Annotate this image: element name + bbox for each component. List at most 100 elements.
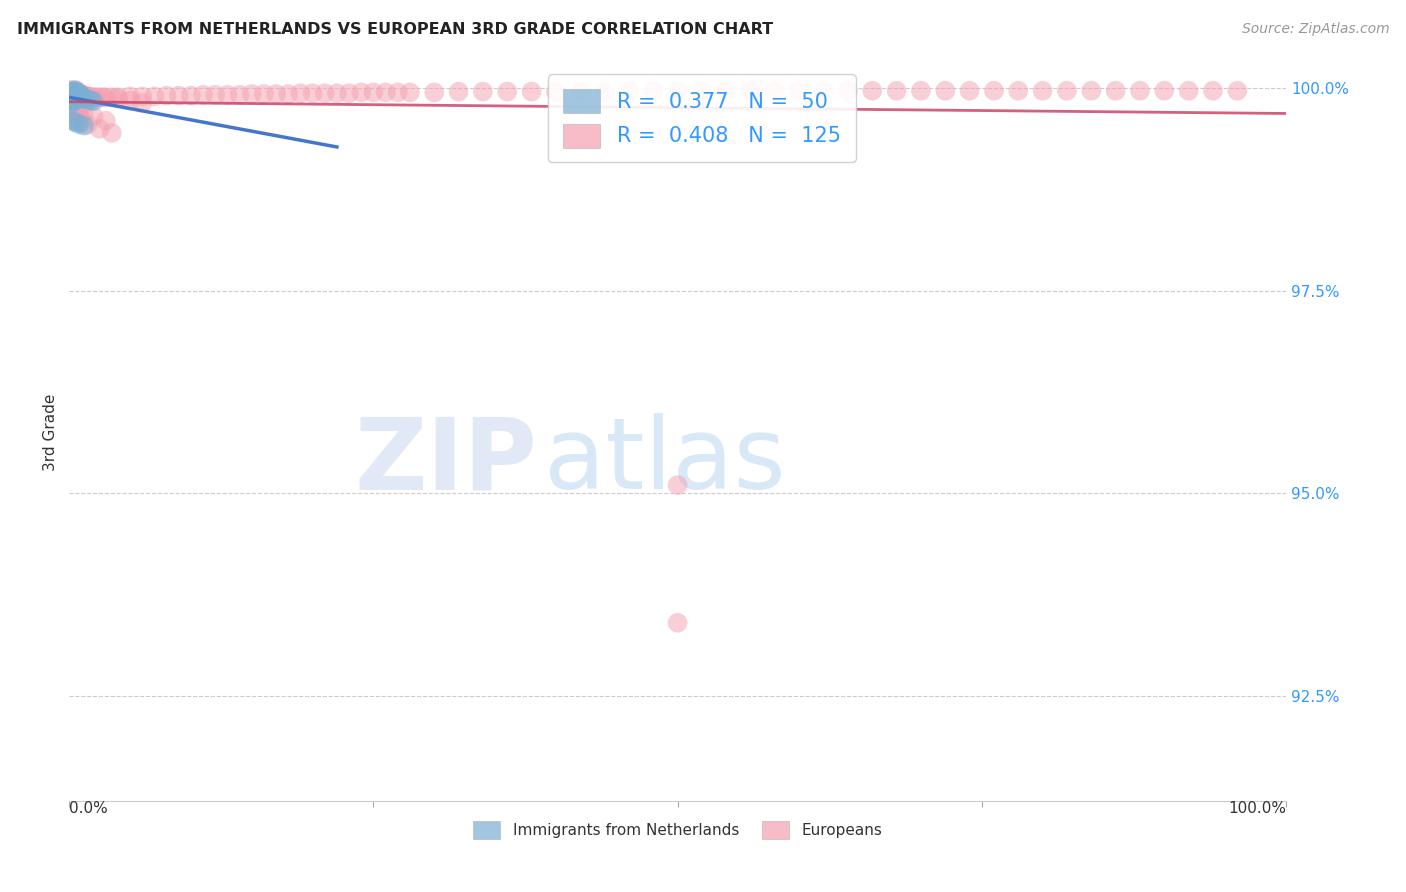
Point (77, 89, 100, 103)
Point (65, 90, 87, 104)
Point (65, 84, 87, 98)
Point (76, 118, 98, 132)
Point (65, 86, 87, 100)
Point (66, 91, 89, 105)
Point (91, 90, 114, 104)
Point (593, 85, 616, 99)
Point (423, 86, 446, 100)
Point (83, 95, 105, 109)
Point (666, 84, 689, 98)
Point (66, 86, 89, 100)
Point (67, 86, 90, 100)
Point (120, 94, 142, 108)
Point (65, 83, 87, 97)
Point (66, 89, 89, 103)
Point (763, 84, 786, 98)
Point (94, 113, 117, 128)
Point (70, 91, 93, 105)
Point (204, 87, 226, 102)
Point (65, 92, 87, 106)
Point (107, 91, 129, 105)
Point (337, 86, 360, 100)
Point (716, 84, 738, 98)
Point (120, 89, 142, 103)
Point (277, 87, 299, 101)
Point (143, 89, 166, 103)
Point (1153, 84, 1175, 98)
Point (62, 84, 84, 98)
Point (62, 88, 84, 103)
Point (1129, 84, 1152, 98)
Point (447, 85, 470, 99)
Point (167, 88, 190, 103)
Point (65, 85, 87, 99)
Point (63, 85, 86, 99)
Point (837, 84, 859, 98)
Point (228, 87, 250, 102)
Point (65, 88, 87, 103)
Point (1104, 84, 1126, 98)
Point (643, 84, 665, 98)
Point (65, 103, 87, 117)
Point (65, 87, 87, 102)
Point (73, 92, 96, 106)
Point (787, 84, 810, 98)
Point (73, 88, 96, 103)
Point (69, 88, 91, 103)
Point (63, 87, 86, 102)
Point (62, 102, 84, 116)
Point (1080, 84, 1102, 98)
Point (67, 87, 90, 102)
Point (59, 86, 82, 100)
Point (70, 115, 93, 129)
Point (60, 87, 83, 102)
Point (62, 86, 84, 100)
Point (240, 87, 263, 101)
Point (65, 92, 87, 106)
Point (65, 87, 87, 101)
Point (740, 84, 762, 98)
Text: Source: ZipAtlas.com: Source: ZipAtlas.com (1241, 22, 1389, 37)
Point (131, 95, 153, 110)
Point (63, 86, 86, 100)
Point (63, 91, 86, 105)
Point (63, 89, 86, 103)
Point (62, 94, 84, 108)
Point (65, 107, 87, 121)
Point (94, 90, 117, 104)
Point (65, 88, 87, 103)
Point (70, 88, 93, 103)
Point (1177, 84, 1199, 98)
Point (67, 90, 90, 104)
Point (66, 105, 89, 120)
Point (253, 87, 276, 101)
Point (67, 87, 90, 101)
Point (65, 87, 87, 101)
Point (65, 88, 87, 103)
Point (63, 87, 86, 102)
Point (62, 97, 84, 112)
Text: IMMIGRANTS FROM NETHERLANDS VS EUROPEAN 3RD GRADE CORRELATION CHART: IMMIGRANTS FROM NETHERLANDS VS EUROPEAN … (17, 22, 773, 37)
Point (59, 89, 82, 103)
Point (326, 86, 349, 100)
Point (69, 87, 91, 102)
Text: 100.0%: 100.0% (1227, 801, 1286, 816)
Point (60, 86, 83, 100)
Point (76, 89, 98, 103)
Point (60, 86, 83, 100)
Point (886, 84, 908, 98)
Point (520, 85, 543, 99)
Point (107, 90, 129, 104)
Point (1007, 84, 1029, 98)
Point (155, 88, 177, 103)
Point (101, 126, 124, 140)
Point (73, 91, 96, 105)
Point (65, 86, 87, 100)
Point (89, 121, 111, 136)
Point (374, 86, 396, 100)
Point (65, 94, 87, 108)
Point (62, 113, 84, 128)
Point (191, 87, 214, 102)
Point (67, 103, 90, 118)
Point (62, 87, 84, 102)
